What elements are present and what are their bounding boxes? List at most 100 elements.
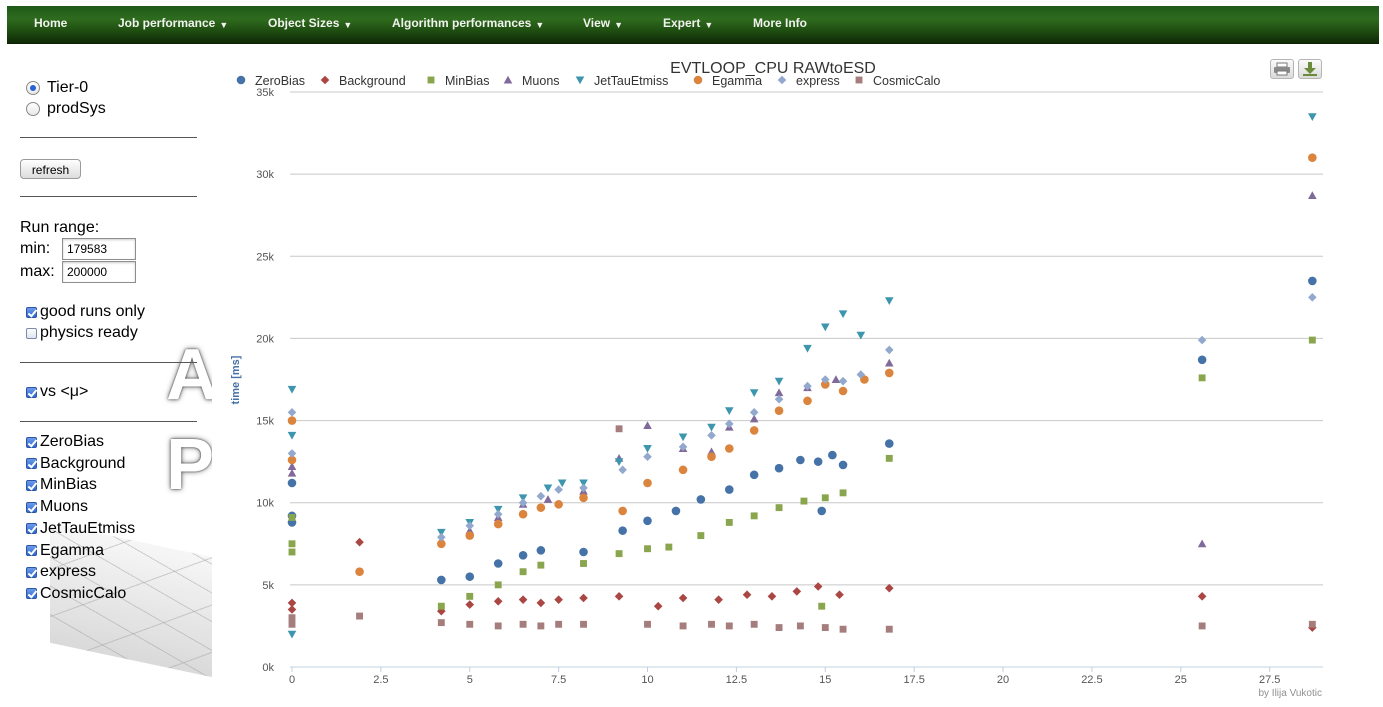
checkbox[interactable] — [26, 386, 37, 398]
run-min-input[interactable] — [62, 238, 136, 260]
data-point[interactable] — [557, 479, 567, 488]
stream-checkbox-background[interactable]: Background — [26, 454, 125, 474]
data-point[interactable] — [287, 462, 297, 471]
data-point[interactable] — [774, 406, 784, 416]
data-point[interactable] — [1197, 335, 1207, 345]
data-point[interactable] — [838, 376, 848, 386]
stream-checkbox-minbias[interactable]: MinBias — [26, 475, 97, 495]
data-point[interactable] — [724, 419, 734, 429]
data-point[interactable] — [465, 600, 475, 609]
data-point[interactable] — [643, 516, 652, 526]
data-point[interactable] — [287, 385, 297, 394]
data-point[interactable] — [288, 548, 296, 556]
data-point[interactable] — [554, 595, 563, 604]
data-point[interactable] — [493, 559, 503, 568]
data-point[interactable] — [643, 421, 652, 429]
data-point[interactable] — [749, 426, 759, 435]
data-point[interactable] — [775, 624, 783, 632]
data-point[interactable] — [288, 620, 296, 628]
data-point[interactable] — [885, 454, 893, 462]
data-point[interactable] — [856, 370, 866, 379]
data-point[interactable] — [775, 504, 783, 512]
data-point[interactable] — [750, 512, 758, 520]
data-point[interactable] — [767, 592, 777, 601]
data-point[interactable] — [287, 449, 297, 458]
data-point[interactable] — [536, 503, 546, 512]
data-point[interactable] — [838, 386, 848, 396]
data-point[interactable] — [820, 380, 830, 389]
data-point[interactable] — [536, 546, 546, 555]
data-point[interactable] — [579, 483, 588, 493]
download-chart-button[interactable] — [1298, 59, 1322, 79]
data-point[interactable] — [615, 425, 623, 433]
data-point[interactable] — [708, 620, 715, 628]
data-point[interactable] — [493, 505, 503, 514]
data-point[interactable] — [493, 509, 503, 519]
checkbox[interactable] — [26, 479, 37, 491]
data-point[interactable] — [803, 344, 812, 353]
data-point[interactable] — [287, 416, 297, 425]
data-point[interactable] — [537, 561, 545, 569]
checkbox[interactable] — [26, 523, 37, 535]
data-point[interactable] — [644, 620, 651, 628]
data-point[interactable] — [884, 583, 894, 593]
data-point[interactable] — [697, 532, 705, 540]
data-point[interactable] — [820, 323, 830, 332]
data-point[interactable] — [1308, 336, 1316, 344]
nav-item-view[interactable]: View ▼ — [583, 16, 623, 34]
data-point[interactable] — [884, 297, 894, 305]
data-point[interactable] — [796, 622, 804, 630]
print-chart-button[interactable] — [1270, 59, 1294, 79]
data-point[interactable] — [536, 491, 546, 501]
data-point[interactable] — [466, 620, 474, 628]
radio-tier0[interactable]: Tier-0 — [26, 78, 88, 98]
data-point[interactable] — [356, 612, 363, 620]
data-point[interactable] — [821, 624, 829, 632]
data-point[interactable] — [884, 358, 894, 367]
data-point[interactable] — [1197, 355, 1207, 365]
data-point[interactable] — [518, 595, 528, 604]
vs-mu-checkbox[interactable]: vs <μ> — [26, 382, 88, 402]
stream-checkbox-zerobias[interactable]: ZeroBias — [26, 432, 104, 452]
data-point[interactable] — [839, 625, 847, 633]
checkbox[interactable] — [26, 327, 37, 339]
data-point[interactable] — [820, 375, 830, 384]
data-point[interactable] — [618, 506, 627, 516]
data-point[interactable] — [821, 494, 829, 502]
data-point[interactable] — [796, 455, 805, 465]
data-point[interactable] — [287, 455, 297, 465]
stream-checkbox-express[interactable]: express — [26, 562, 96, 582]
nav-item-home[interactable]: Home — [34, 16, 67, 34]
data-point[interactable] — [724, 407, 734, 416]
data-point[interactable] — [696, 495, 706, 504]
data-point[interactable] — [494, 622, 502, 630]
data-point[interactable] — [437, 539, 446, 549]
data-point[interactable] — [287, 605, 297, 614]
data-point[interactable] — [671, 506, 681, 516]
data-point[interactable] — [543, 495, 553, 503]
stream-checkbox-cosmiccalo[interactable]: CosmicCalo — [26, 584, 126, 604]
data-point[interactable] — [437, 619, 445, 627]
data-point[interactable] — [618, 465, 627, 475]
data-point[interactable] — [838, 310, 848, 319]
data-point[interactable] — [493, 519, 503, 529]
data-point[interactable] — [465, 572, 475, 581]
data-point[interactable] — [800, 497, 808, 505]
physics-ready-checkbox[interactable]: physics ready — [26, 323, 138, 343]
legend-item-cosmiccalo[interactable]: CosmicCalo — [855, 74, 941, 88]
stream-checkbox-egamma[interactable]: Egamma — [26, 541, 104, 561]
data-point[interactable] — [1308, 293, 1317, 302]
data-point[interactable] — [835, 590, 844, 600]
data-point[interactable] — [828, 450, 837, 460]
data-point[interactable] — [437, 602, 445, 610]
data-point[interactable] — [750, 620, 758, 628]
data-point[interactable] — [288, 614, 296, 622]
data-point[interactable] — [519, 620, 527, 628]
data-point[interactable] — [884, 345, 894, 355]
stream-checkbox-muons[interactable]: Muons — [26, 497, 88, 517]
data-point[interactable] — [774, 394, 784, 404]
data-point[interactable] — [724, 485, 734, 494]
data-point[interactable] — [494, 581, 502, 589]
data-point[interactable] — [884, 439, 894, 448]
data-point[interactable] — [643, 478, 652, 488]
